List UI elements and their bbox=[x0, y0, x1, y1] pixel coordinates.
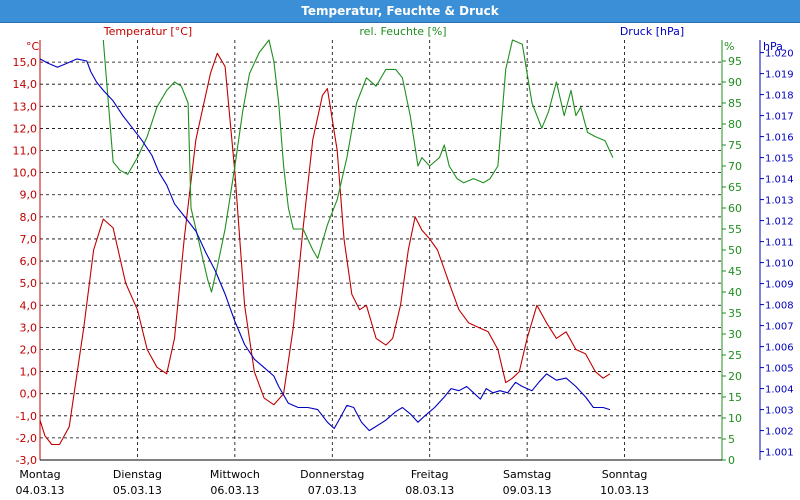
x-day-label: Mittwoch bbox=[210, 468, 260, 481]
x-date-label: 09.03.13 bbox=[503, 484, 552, 497]
temp-tick-label: 3,0 bbox=[20, 321, 38, 334]
temp-tick-label: 0,0 bbox=[20, 388, 38, 401]
humidity-tick-label: 45 bbox=[728, 265, 742, 278]
humidity-tick-label: 35 bbox=[728, 307, 742, 320]
temp-tick-label: 9,0 bbox=[20, 189, 38, 202]
temp-tick-label: 11,0 bbox=[13, 145, 38, 158]
pressure-tick-label: 1.010 bbox=[765, 259, 794, 270]
temp-tick-label: 8,0 bbox=[20, 211, 38, 224]
temp-tick-label: 5,0 bbox=[20, 277, 38, 290]
temp-tick-label: -2,0 bbox=[16, 432, 37, 445]
temp-tick-label: 13,0 bbox=[13, 100, 38, 113]
x-date-label: 08.03.13 bbox=[405, 484, 454, 497]
humidity-tick-label: 5 bbox=[728, 433, 735, 446]
humidity-tick-label: 60 bbox=[728, 202, 742, 215]
humidity-axis-title: rel. Feuchte [%] bbox=[359, 25, 446, 38]
humidity-tick-label: 80 bbox=[728, 118, 742, 131]
humidity-tick-label: 90 bbox=[728, 76, 742, 89]
x-day-label: Freitag bbox=[411, 468, 449, 481]
humidity-tick-label: 55 bbox=[728, 223, 742, 236]
temp-tick-label: 4,0 bbox=[20, 299, 38, 312]
pressure-tick-label: 1.011 bbox=[765, 238, 794, 249]
pressure-tick-label: 1.019 bbox=[765, 70, 794, 81]
humidity-tick-label: 65 bbox=[728, 181, 742, 194]
pressure-tick-label: 1.004 bbox=[765, 385, 794, 396]
humidity-tick-label: 15 bbox=[728, 391, 742, 404]
x-date-label: 10.03.13 bbox=[600, 484, 649, 497]
pressure-tick-label: 1.013 bbox=[765, 196, 794, 207]
temp-tick-label: -1,0 bbox=[16, 410, 37, 423]
temp-tick-label: -3,0 bbox=[16, 454, 37, 467]
humidity-tick-label: 95 bbox=[728, 55, 742, 68]
x-date-label: 07.03.13 bbox=[308, 484, 357, 497]
x-day-label: Dienstag bbox=[113, 468, 162, 481]
humidity-tick-label: 10 bbox=[728, 412, 742, 425]
pressure-tick-label: 1.012 bbox=[765, 217, 794, 228]
pressure-tick-label: 1.007 bbox=[765, 322, 794, 333]
temp-axis-title: Temperatur [°C] bbox=[103, 25, 192, 38]
x-day-label: Montag bbox=[19, 468, 60, 481]
temp-tick-label: 1,0 bbox=[20, 366, 38, 379]
temp-tick-label: 15,0 bbox=[13, 56, 38, 69]
chart-title: Temperatur, Feuchte & Druck bbox=[301, 4, 499, 18]
series-line-right2 bbox=[39, 58, 611, 432]
x-day-label: Donnerstag bbox=[300, 468, 364, 481]
temp-tick-label: 12,0 bbox=[13, 122, 38, 135]
temp-tick-label: 6,0 bbox=[20, 255, 38, 268]
x-date-label: 05.03.13 bbox=[113, 484, 162, 497]
temp-unit: °C bbox=[26, 40, 40, 53]
pressure-unit: hPa bbox=[763, 40, 783, 53]
humidity-unit: % bbox=[724, 40, 734, 53]
x-date-label: 04.03.13 bbox=[16, 484, 65, 497]
temp-tick-label: 10,0 bbox=[13, 167, 38, 180]
pressure-tick-label: 1.016 bbox=[765, 133, 794, 144]
temp-tick-label: 7,0 bbox=[20, 233, 38, 246]
title-bar: Temperatur, Feuchte & Druck bbox=[0, 0, 800, 23]
humidity-tick-label: 40 bbox=[728, 286, 742, 299]
pressure-tick-label: 1.018 bbox=[765, 91, 794, 102]
humidity-tick-label: 85 bbox=[728, 97, 742, 110]
humidity-tick-label: 0 bbox=[728, 454, 735, 467]
pressure-tick-label: 1.015 bbox=[765, 154, 794, 165]
x-date-label: 06.03.13 bbox=[210, 484, 259, 497]
humidity-tick-label: 75 bbox=[728, 139, 742, 152]
humidity-tick-label: 25 bbox=[728, 349, 742, 362]
pressure-tick-label: 1.005 bbox=[765, 364, 794, 375]
humidity-tick-label: 30 bbox=[728, 328, 742, 341]
temp-tick-label: 2,0 bbox=[20, 343, 38, 356]
humidity-tick-label: 70 bbox=[728, 160, 742, 173]
pressure-tick-label: 1.003 bbox=[765, 406, 794, 417]
humidity-tick-label: 50 bbox=[728, 244, 742, 257]
series-line-left bbox=[39, 52, 611, 446]
pressure-tick-label: 1.008 bbox=[765, 301, 794, 312]
pressure-tick-label: 1.001 bbox=[765, 448, 794, 459]
pressure-tick-label: 1.020 bbox=[765, 49, 794, 60]
temp-tick-label: 14,0 bbox=[13, 78, 38, 91]
pressure-tick-label: 1.017 bbox=[765, 112, 794, 123]
x-day-label: Samstag bbox=[503, 468, 551, 481]
pressure-tick-label: 1.014 bbox=[765, 175, 794, 186]
humidity-tick-label: 20 bbox=[728, 370, 742, 383]
x-day-label: Sonntag bbox=[602, 468, 648, 481]
pressure-axis-title: Druck [hPa] bbox=[620, 25, 684, 38]
pressure-tick-label: 1.006 bbox=[765, 343, 794, 354]
series-line-right1 bbox=[102, 39, 614, 293]
pressure-tick-label: 1.002 bbox=[765, 427, 794, 438]
pressure-tick-label: 1.009 bbox=[765, 280, 794, 291]
